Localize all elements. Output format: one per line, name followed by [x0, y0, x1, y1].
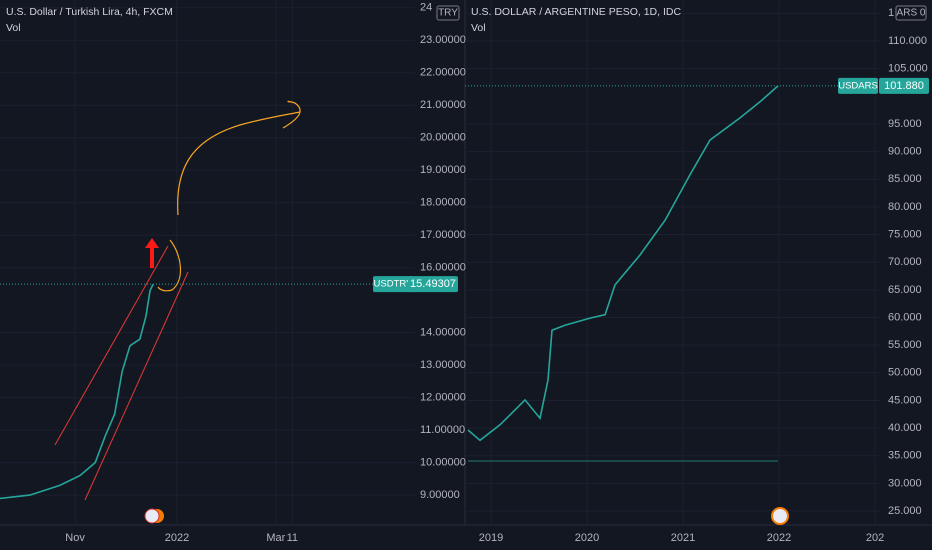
x-tick-label: 11 — [287, 532, 298, 544]
x-tick-label: Nov — [65, 532, 85, 544]
y-tick-label: 14.00000 — [420, 327, 466, 339]
y-tick-label: 1 — [888, 7, 894, 19]
x-tick-label: 2021 — [671, 532, 695, 544]
y-tick-label: 18.00000 — [420, 197, 466, 209]
x-tick-label: 2020 — [575, 532, 599, 544]
y-tick-label: 12.00000 — [420, 392, 466, 404]
x-tick-label: 2022 — [165, 532, 189, 544]
price-tag — [408, 276, 458, 293]
symbol-tag — [838, 77, 878, 94]
currency-badge-box — [895, 5, 927, 21]
y-tick-label: 13.00000 — [420, 359, 466, 371]
y-tick-label: 65.000 — [888, 284, 922, 296]
y-tick-label: 25.000 — [888, 505, 922, 517]
y-tick-label: 9.00000 — [420, 489, 460, 501]
y-tick-label: 19.00000 — [420, 164, 466, 176]
forecast-arrow — [282, 100, 301, 129]
price-tag-text: 15.49307 — [410, 278, 456, 290]
y-tick-label: 22.00000 — [420, 67, 466, 79]
arrow-head — [145, 238, 159, 248]
x-tick-label: 2022 — [767, 532, 791, 544]
y-tick-label: 20.00000 — [420, 132, 466, 144]
y-tick-label: 60.000 — [888, 311, 922, 323]
y-tick-label: 23.00000 — [420, 34, 466, 46]
annotations — [54, 100, 301, 501]
y-tick-label: 16.00000 — [420, 262, 466, 274]
symbol-tag — [373, 276, 413, 293]
y-tick-label: 17.00000 — [420, 229, 466, 241]
symbol-tag-text: USDTRY — [374, 279, 414, 290]
currency-badge-box — [436, 5, 460, 21]
y-tick-label: 40.000 — [888, 422, 922, 434]
y-tick-label: 50.000 — [888, 367, 922, 379]
y-tick-label: 105.000 — [888, 63, 928, 75]
y-tick-label: 55.000 — [888, 339, 922, 351]
forecast-curve — [177, 111, 301, 216]
y-tick-label: 75.000 — [888, 228, 922, 240]
volume-label: Vol — [6, 22, 21, 34]
channel-upper — [54, 245, 169, 446]
y-tick-label: 70.000 — [888, 256, 922, 268]
event-icons — [144, 507, 789, 525]
chart-title: U.S. Dollar / Turkish Lira, 4h, FXCM — [6, 6, 173, 18]
event-icon — [144, 508, 160, 524]
currency-badge: ARS 0 — [897, 8, 926, 19]
y-tick-label: 95.000 — [888, 118, 922, 130]
chart-title: U.S. DOLLAR / ARGENTINE PESO, 1D, IDC — [471, 6, 681, 18]
y-tick-label: 90.000 — [888, 145, 922, 157]
y-tick-label: 85.000 — [888, 173, 922, 185]
y-tick-label: 10.00000 — [420, 457, 466, 469]
price-line — [467, 85, 779, 442]
event-icon — [771, 507, 789, 525]
currency-badge: TRY — [438, 8, 458, 19]
y-tick-label: 24 — [420, 2, 432, 14]
y-tick-label: 45.000 — [888, 394, 922, 406]
price-line — [0, 283, 154, 500]
forecast-loop — [157, 239, 181, 292]
x-tick-label: 202 — [866, 532, 884, 544]
y-tick-label: 11.00000 — [420, 424, 465, 436]
x-tick-label: 2019 — [479, 532, 503, 544]
symbol-tag-text: USDARS — [838, 80, 878, 91]
y-tick-label: 30.000 — [888, 477, 922, 489]
volume-label: Vol — [471, 22, 486, 34]
x-tick-label: Mar — [266, 532, 285, 544]
y-tick-label: 110.000 — [888, 35, 927, 47]
price-tag — [879, 77, 929, 94]
y-tick-label: 21.00000 — [420, 99, 466, 111]
channel-lower — [84, 271, 189, 501]
y-tick-label: 35.000 — [888, 450, 922, 462]
price-tag-text: 101.880 — [884, 80, 924, 92]
y-tick-label: 80.000 — [888, 201, 922, 213]
